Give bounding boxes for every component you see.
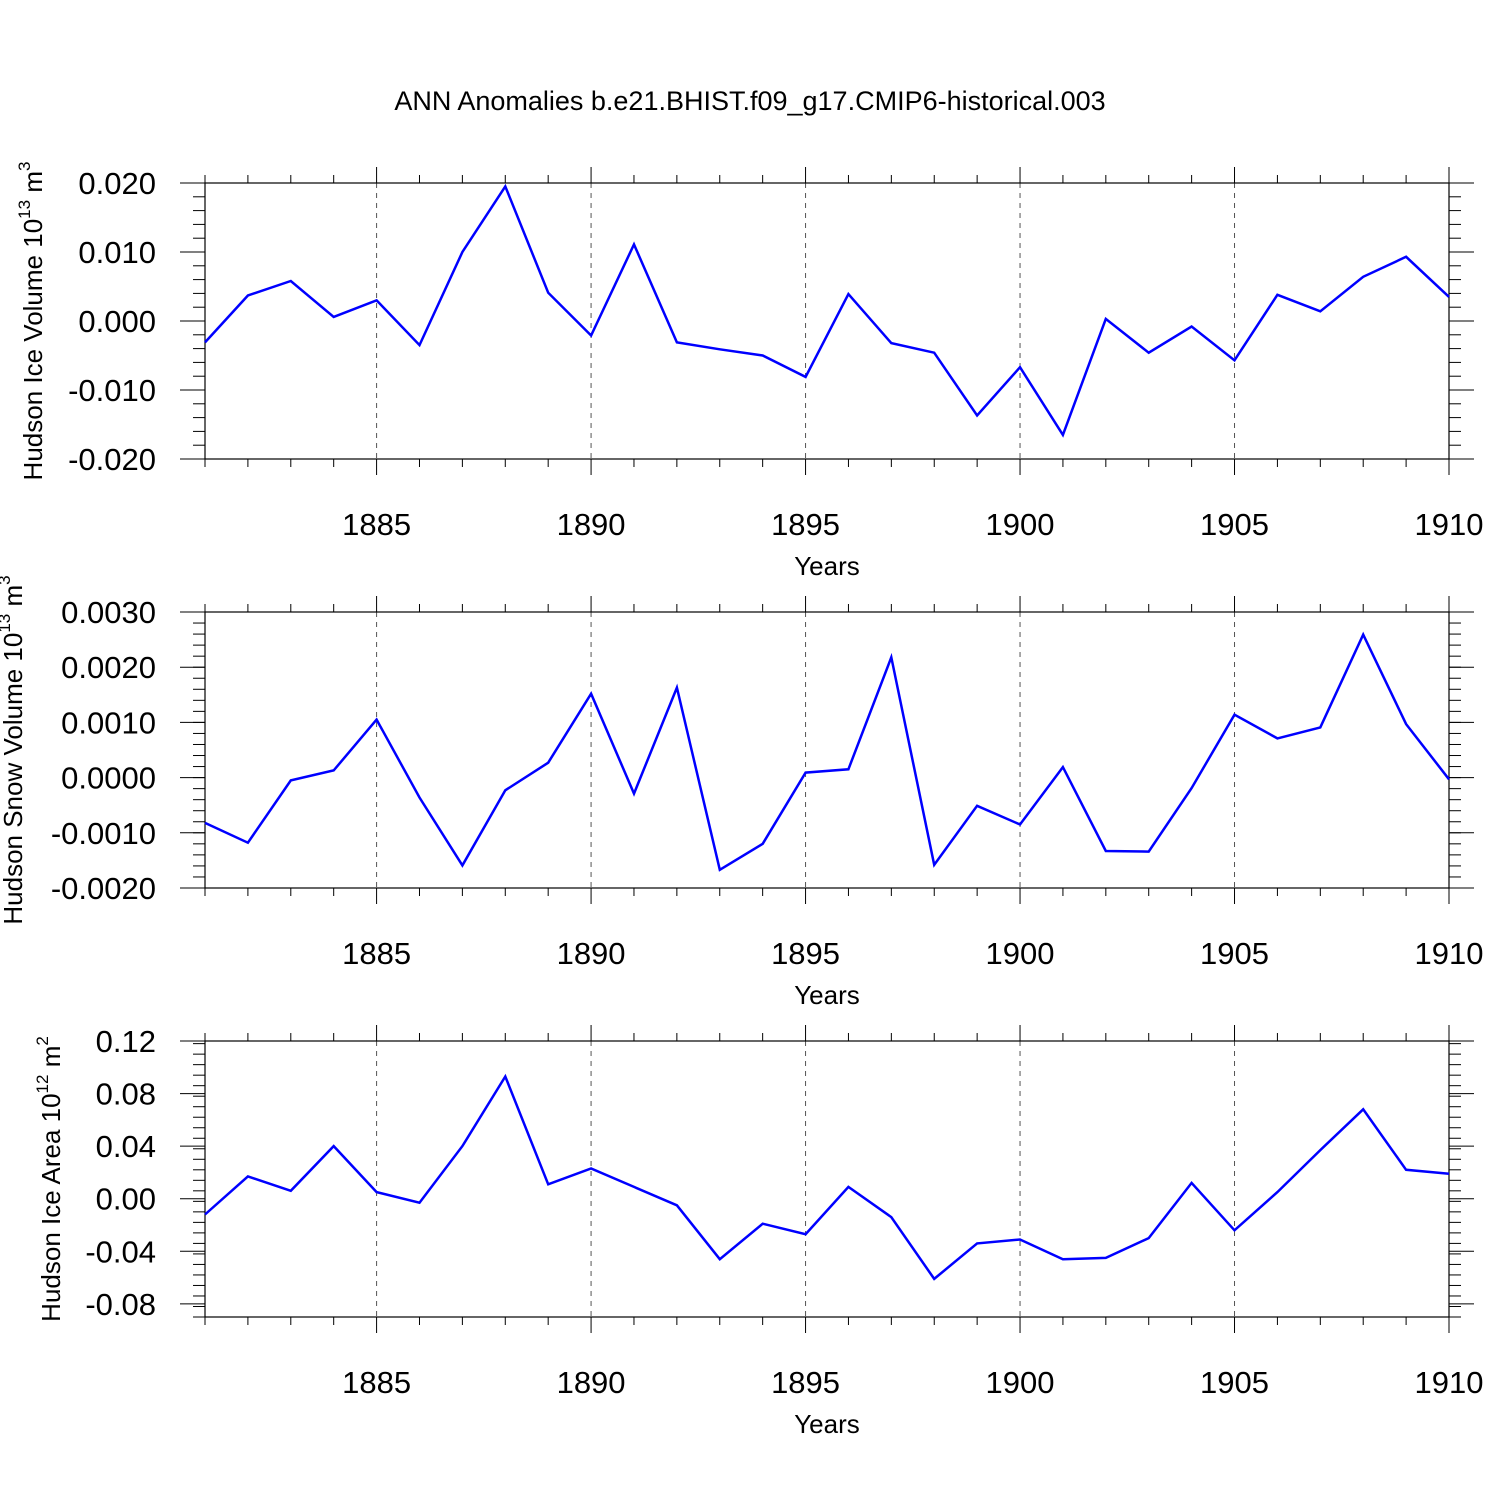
x-tick-label: 1910 [1415, 936, 1484, 971]
x-axis-title: Years [794, 980, 860, 1010]
y-axis-title: Hudson Ice Volume 1013 m3 [15, 162, 48, 481]
x-axis-title: Years [794, 551, 860, 581]
x-tick-label: 1895 [771, 1365, 840, 1400]
plot-frame [204, 182, 1450, 460]
plot-frame [204, 611, 1450, 889]
x-tick-label: 1900 [986, 936, 1055, 971]
plot-frame [204, 1040, 1450, 1318]
x-tick-label: 1900 [986, 507, 1055, 542]
y-tick-label: 0.00 [96, 1182, 156, 1217]
x-tick-label: 1900 [986, 1365, 1055, 1400]
x-tick-label: 1905 [1200, 507, 1269, 542]
x-tick-label: 1905 [1200, 1365, 1269, 1400]
y-tick-label: 0.010 [78, 235, 156, 270]
y-tick-label: 0.0000 [61, 761, 156, 796]
y-tick-label: -0.0020 [51, 871, 156, 906]
x-tick-label: 1905 [1200, 936, 1269, 971]
panel-3: 0.12 0.08 0.04 0.00 -0.04 -0.08 1885 1890 1895 19… [33, 1024, 1483, 1439]
x-tick-label: 1885 [342, 1365, 411, 1400]
x-tick-label: 1890 [557, 507, 626, 542]
panel-1: 0.020 0.010 0.000 -0.010 -0.020 1885 1890 1895 1… [15, 162, 1483, 581]
y-axis-title: Hudson Snow Volume 1013 m3 [0, 575, 28, 924]
y-tick-label: 0.0020 [61, 650, 156, 685]
chart-title: ANN Anomalies b.e21.BHIST.f09_g17.CMIP6-… [394, 86, 1105, 116]
series-line [204, 183, 1450, 438]
series-line [204, 631, 1450, 872]
y-tick-label: -0.0010 [51, 816, 156, 851]
x-tick-label: 1895 [771, 507, 840, 542]
y-tick-label: 0.08 [96, 1077, 156, 1112]
x-tick-label: 1885 [342, 507, 411, 542]
y-tick-label: -0.08 [85, 1287, 156, 1322]
x-tick-label: 1910 [1415, 1365, 1484, 1400]
x-tick-label: 1910 [1415, 507, 1484, 542]
y-axis-title: Hudson Ice Area 1012 m2 [33, 1036, 66, 1322]
x-tick-label: 1890 [557, 1365, 626, 1400]
x-tick-label: 1895 [771, 936, 840, 971]
y-tick-label: 0.000 [78, 304, 156, 339]
x-axis-title: Years [794, 1409, 860, 1439]
x-tick-label: 1885 [342, 936, 411, 971]
y-tick-label: 0.020 [78, 166, 156, 201]
y-tick-label: 0.04 [96, 1129, 156, 1164]
y-tick-label: 0.0010 [61, 705, 156, 740]
y-tick-label: -0.010 [68, 373, 156, 408]
y-tick-label: 0.12 [96, 1024, 156, 1059]
x-tick-label: 1890 [557, 936, 626, 971]
y-tick-label: 0.0030 [61, 595, 156, 630]
y-tick-label: -0.04 [85, 1234, 156, 1269]
panel-2: 0.0030 0.0020 0.0010 0.0000 -0.0010 -0.0020 18… [0, 575, 1483, 1010]
y-tick-label: -0.020 [68, 442, 156, 477]
series-line [204, 1073, 1450, 1281]
